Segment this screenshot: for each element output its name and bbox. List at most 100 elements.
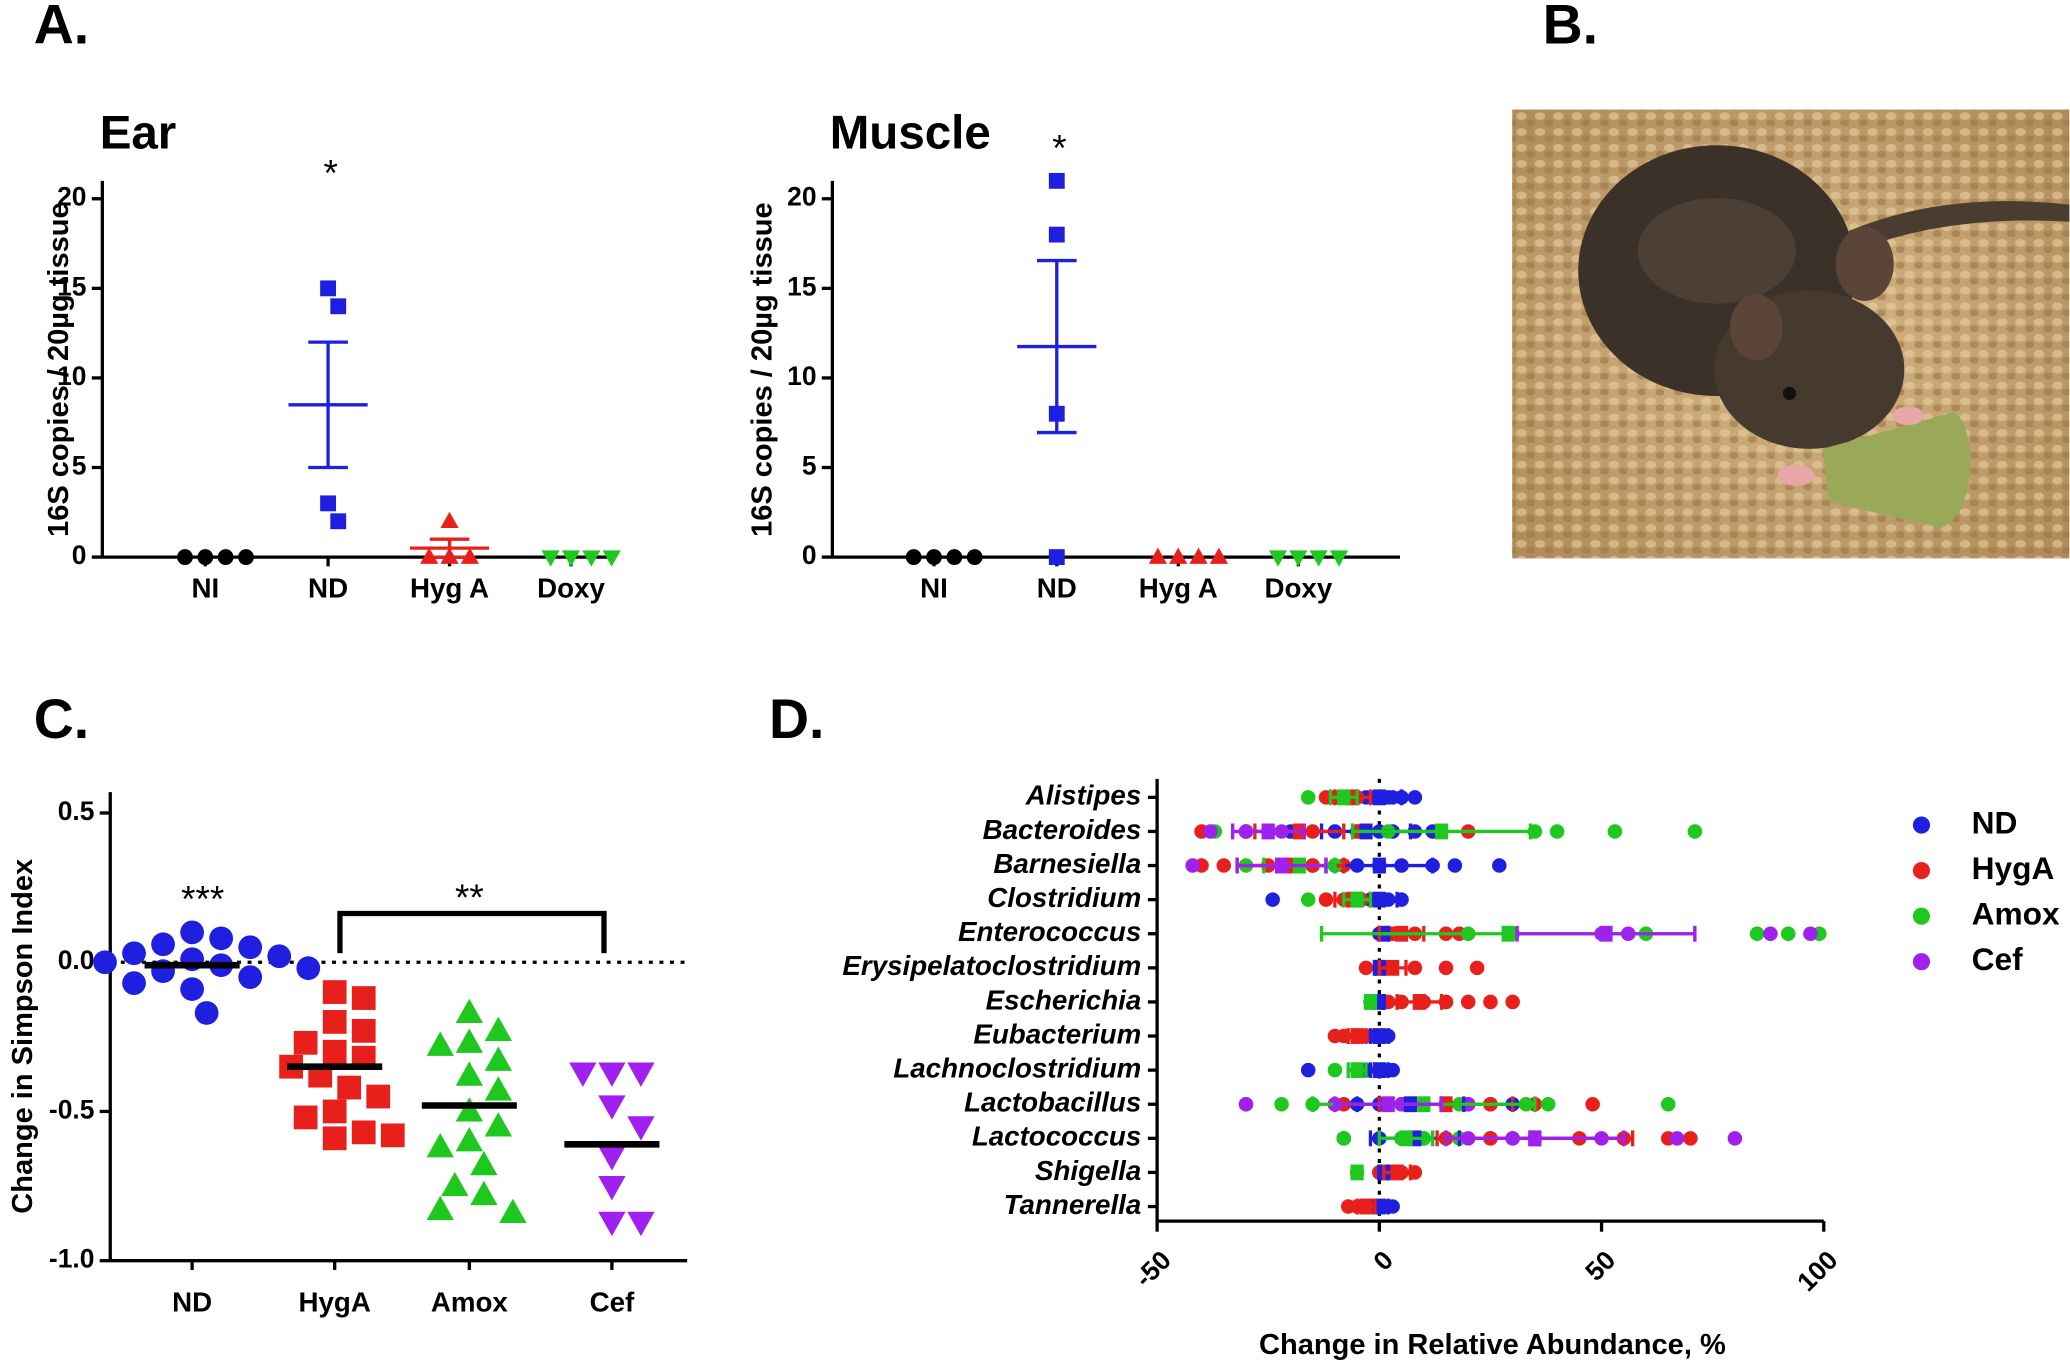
mean-marker xyxy=(1274,857,1289,874)
data-point xyxy=(1274,1096,1289,1112)
data-point xyxy=(337,1075,362,1100)
data-point xyxy=(1540,1096,1556,1112)
data-point xyxy=(441,1171,469,1197)
y-tick-label: Tannerella xyxy=(1004,1189,1142,1220)
data-point xyxy=(320,280,336,297)
data-point xyxy=(238,965,263,990)
error-bar xyxy=(308,340,348,470)
y-axis-title: 16S copies / 20µg tissue xyxy=(43,202,75,537)
y-tick-label: Alistipes xyxy=(1025,780,1142,811)
y-tick-label: 15 xyxy=(57,271,86,301)
data-point xyxy=(602,550,621,567)
y-tick-label: Bacteroides xyxy=(983,814,1142,845)
mean-marker xyxy=(1528,1130,1542,1147)
data-point xyxy=(194,1001,219,1025)
data-point xyxy=(1300,1062,1316,1078)
data-point xyxy=(1169,547,1188,564)
data-point xyxy=(484,1016,513,1041)
data-point xyxy=(1687,824,1703,839)
y-tick-label: 5 xyxy=(802,450,817,480)
data-point xyxy=(320,495,336,512)
data-point xyxy=(1492,858,1507,873)
data-point xyxy=(598,1211,626,1237)
data-point xyxy=(1505,994,1520,1010)
data-point xyxy=(322,1099,347,1124)
data-point xyxy=(1763,926,1778,942)
data-point xyxy=(1318,892,1334,907)
mean-marker xyxy=(1372,1028,1386,1044)
mean-marker xyxy=(1363,994,1378,1010)
data-point xyxy=(598,1095,626,1120)
data-point xyxy=(946,549,963,566)
data-point xyxy=(1268,550,1288,567)
y-tick-label: 20 xyxy=(787,182,816,212)
data-point xyxy=(1189,547,1208,564)
data-point xyxy=(1669,1131,1685,1146)
y-tick-label: Erysipelatoclostridium xyxy=(842,950,1141,981)
error-bar xyxy=(1036,258,1077,435)
data-point xyxy=(177,549,193,566)
y-tick-label: Lactobacillus xyxy=(964,1087,1141,1118)
data-point xyxy=(238,549,254,566)
data-point xyxy=(366,1084,391,1109)
panel-label: A. xyxy=(34,0,89,56)
mean-marker xyxy=(1350,1062,1364,1079)
data-point xyxy=(1447,858,1463,873)
data-point xyxy=(217,549,234,566)
mean-marker xyxy=(1372,789,1386,806)
data-point xyxy=(267,944,292,969)
data-point xyxy=(1289,550,1308,567)
x-tick-label: Hyg A xyxy=(410,572,489,603)
y-tick-label: Barnesiella xyxy=(993,848,1141,879)
data-point xyxy=(1607,824,1623,839)
data-point xyxy=(460,547,479,564)
data-point xyxy=(455,1127,483,1152)
data-point xyxy=(499,1198,527,1224)
data-point xyxy=(426,1195,454,1221)
x-tick-label: 0 xyxy=(1367,1245,1399,1277)
data-point xyxy=(1749,926,1765,942)
legend-label: HygA xyxy=(1972,850,2055,886)
y-tick-label: 5 xyxy=(72,450,87,480)
data-point xyxy=(93,950,117,975)
data-point xyxy=(426,1031,454,1056)
panel-label: D. xyxy=(769,688,824,750)
data-point xyxy=(561,550,581,567)
y-tick-label: 0 xyxy=(72,540,87,570)
y-axis-title: 16S copies / 20µg tissue xyxy=(746,202,778,537)
data-point xyxy=(1238,1096,1254,1112)
chart-title: Muscle xyxy=(830,107,991,160)
legend-label: Amox xyxy=(1972,896,2060,932)
data-point xyxy=(598,1146,626,1171)
x-tick-label: 100 xyxy=(1791,1245,1843,1297)
data-point xyxy=(569,1062,597,1087)
mean-marker xyxy=(1372,857,1386,874)
y-tick-label: 0.5 xyxy=(58,796,95,826)
y-tick-label: 10 xyxy=(57,361,86,391)
data-point xyxy=(1358,960,1374,976)
mean-marker xyxy=(1434,823,1449,840)
x-tick-label: ND xyxy=(308,572,348,603)
legend-marker xyxy=(1912,907,1931,925)
data-point xyxy=(627,1116,655,1141)
data-point xyxy=(1209,547,1229,564)
data-point xyxy=(1549,824,1565,839)
y-tick-label: Lactococcus xyxy=(972,1121,1141,1152)
annotation: * xyxy=(324,152,338,193)
x-tick-label: NI xyxy=(920,572,948,603)
data-point xyxy=(1780,926,1796,942)
y-tick-label: Eubacterium xyxy=(973,1018,1141,1049)
data-point xyxy=(1327,1062,1343,1078)
data-point xyxy=(380,1123,405,1148)
y-tick-label: Clostridium xyxy=(987,882,1141,913)
mean-marker xyxy=(1350,1164,1364,1181)
data-point xyxy=(1585,1096,1600,1112)
data-point xyxy=(1727,1131,1743,1146)
y-tick-label: 20 xyxy=(57,182,86,212)
y-tick-label: -0.5 xyxy=(49,1094,94,1124)
data-point xyxy=(420,547,439,564)
mean-marker xyxy=(1386,959,1400,976)
legend-label: ND xyxy=(1972,804,2018,840)
data-point xyxy=(455,1097,483,1122)
legend-marker xyxy=(1912,816,1931,834)
